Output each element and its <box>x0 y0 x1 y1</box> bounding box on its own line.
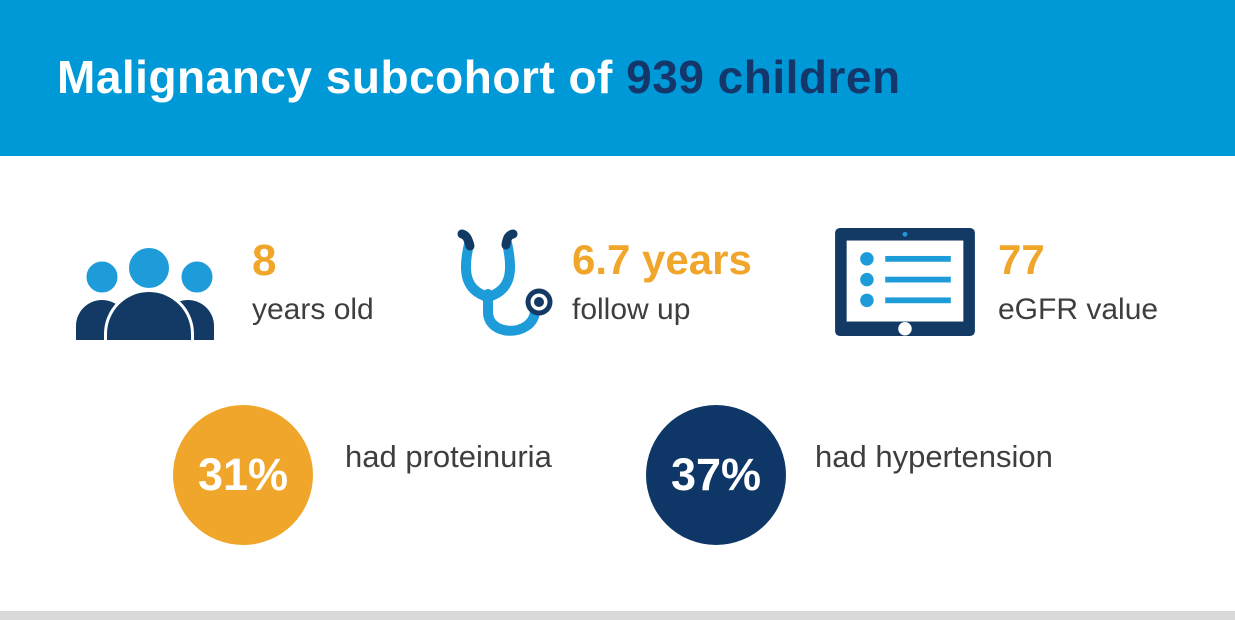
hypertension-percent: 37% <box>670 449 762 500</box>
followup-value: 6.7 years <box>572 236 752 283</box>
age-value: 8 <box>252 236 277 285</box>
age-label: years old <box>252 293 374 326</box>
proteinuria-percent-circle: 31% <box>173 405 313 545</box>
page-title-highlight: 939 children <box>626 51 901 103</box>
tablet-list-icon <box>835 228 975 341</box>
header-banner: Malignancy subcohort of 939 children <box>0 0 1235 156</box>
followup-label: follow up <box>572 293 691 326</box>
hypertension-percent-circle: 37% <box>646 405 786 545</box>
proteinuria-label: had proteinuria <box>345 439 552 474</box>
egfr-value: 77 <box>998 236 1045 283</box>
hypertension-label: had hypertension <box>815 439 1053 474</box>
footer-divider-bar <box>0 611 1235 620</box>
proteinuria-percent: 31% <box>197 449 289 500</box>
page-title: Malignancy subcohort of 939 children <box>57 50 901 104</box>
stethoscope-icon <box>450 224 561 352</box>
page-title-main: Malignancy subcohort of <box>57 51 627 103</box>
egfr-label: eGFR value <box>998 293 1159 326</box>
people-icon <box>60 240 230 345</box>
